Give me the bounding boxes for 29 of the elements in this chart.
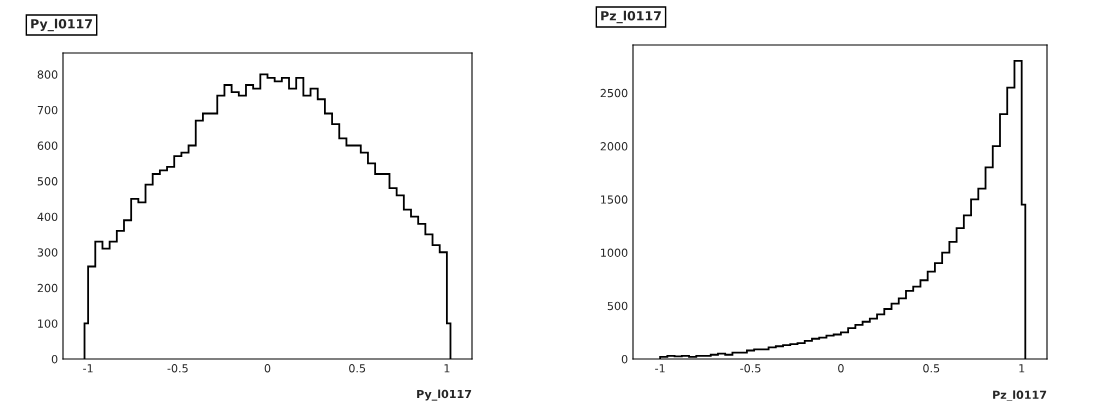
y-tick-label: 500 [607,301,628,311]
x-tick-label: -1 [83,364,93,373]
y-tick-label: 100 [38,319,58,328]
y-tick-label: 400 [37,212,58,222]
y-tick-label: 300 [37,248,58,257]
y-tick-label: 700 [37,105,58,115]
x-tick-label: -0.5 [740,364,761,373]
y-tick-label: 600 [37,141,58,150]
x-tick-label: -1 [655,364,665,373]
x-tick-label: -0.5 [167,364,188,373]
x-tick-label: 0.5 [923,364,940,373]
x-axis-title: Pz_l0117 [993,390,1047,401]
chart-title: Pz_l0117 [601,10,661,24]
x-tick-label: 0 [264,364,271,373]
y-tick-label: 1500 [601,195,628,204]
x-tick-label: 1 [444,364,450,373]
y-tick-label: 0 [51,354,58,364]
x-axis-title: Py_l0117 [417,389,472,401]
y-tick-label: 0 [621,354,628,364]
chart-title: Py_l0117 [31,18,92,32]
y-tick-label: 200 [37,283,58,293]
y-tick-label: 2500 [600,88,628,98]
x-tick-label: 1 [1019,364,1025,373]
x-tick-label: 0 [838,364,844,373]
y-tick-label: 800 [37,70,58,79]
y-tick-label: 500 [37,177,58,186]
x-tick-label: 0.5 [349,364,366,373]
y-tick-label: 1000 [601,248,628,257]
y-tick-label: 2000 [600,142,628,151]
